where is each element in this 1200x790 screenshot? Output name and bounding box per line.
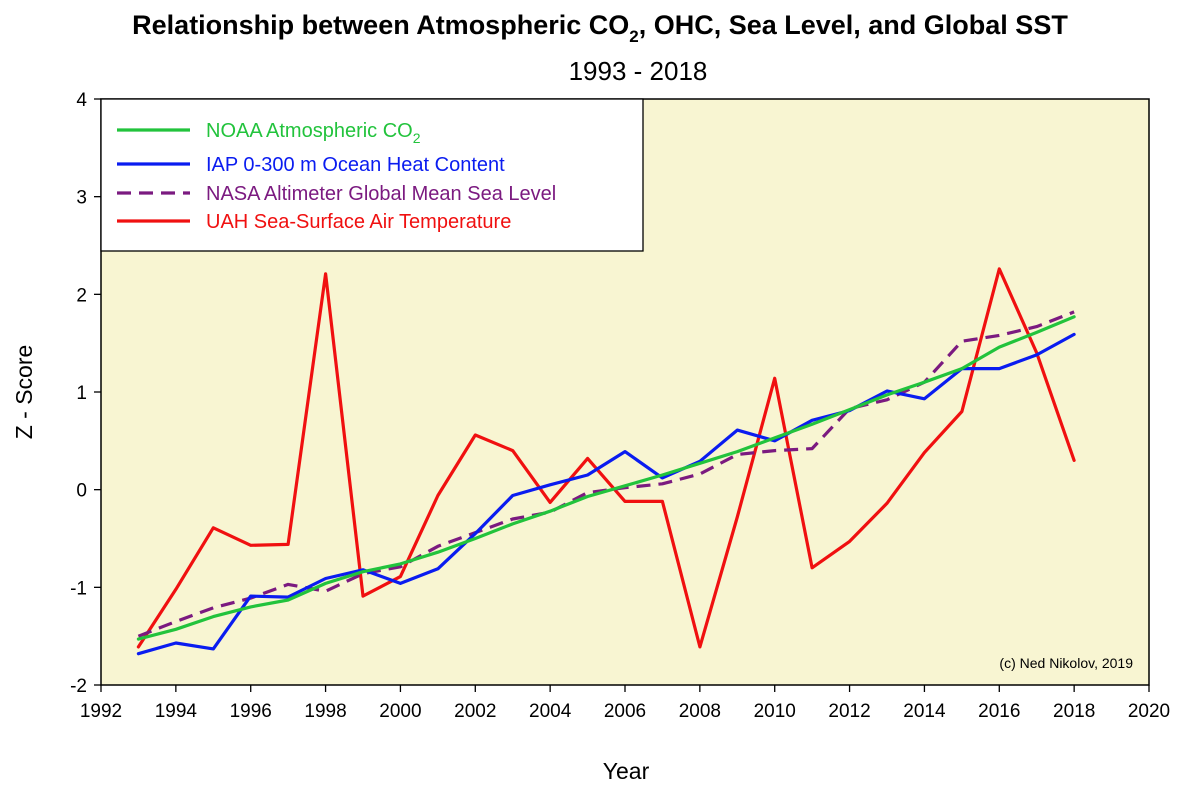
legend-label-text: IAP 0-300 m Ocean Heat Content [206, 154, 505, 176]
y-tick-label: 3 [76, 188, 87, 209]
chart-title: Relationship between Atmospheric CO2, OH… [132, 10, 1068, 46]
legend-label-0: NOAA Atmospheric CO2 [206, 120, 421, 146]
x-tick-label: 2008 [679, 701, 721, 722]
legend-label-text: UAH Sea-Surface Air Temperature [206, 211, 511, 233]
x-tick-label: 2004 [529, 701, 572, 722]
legend-label-2: NASA Altimeter Global Mean Sea Level [206, 183, 556, 205]
legend-box [100, 98, 644, 252]
x-tick-label: 1992 [80, 701, 122, 722]
chart-title-rest: , OHC, Sea Level, and Global SST [639, 10, 1069, 40]
x-tick-label: 2016 [978, 701, 1020, 722]
y-tick-label: 1 [76, 383, 87, 404]
series-line-3 [136, 267, 1076, 649]
y-tick-label: 0 [76, 481, 87, 502]
legend-label-subscript: 2 [413, 130, 421, 146]
x-tick-label: 2000 [379, 701, 421, 722]
y-tick-label: 2 [76, 285, 87, 306]
series-line-1 [136, 332, 1076, 656]
legend-label-3: UAH Sea-Surface Air Temperature [206, 211, 511, 233]
legend: NOAA Atmospheric CO2 IAP 0-300 m Ocean He… [100, 98, 644, 252]
series-line-0 [136, 315, 1076, 641]
y-tick-label: 4 [76, 90, 87, 111]
x-tick-label: 2012 [828, 701, 870, 722]
x-tick-label: 2002 [454, 701, 496, 722]
x-tick-label: 1994 [155, 701, 198, 722]
y-tick-label: -2 [70, 676, 87, 697]
chart-title-main: Relationship between Atmospheric CO [132, 10, 629, 40]
chart-title-subscript: 2 [629, 27, 638, 46]
y-axis: -2 -1 0 1 2 3 4 [70, 90, 101, 697]
y-axis-title: Z - Score [11, 345, 37, 440]
legend-label-text: NOAA Atmospheric CO [206, 120, 413, 142]
x-tick-label: 2014 [903, 701, 946, 722]
x-tick-label: 2018 [1053, 701, 1095, 722]
series-layer [136, 267, 1076, 656]
x-axis: 1992 1994 1996 1998 2000 2002 2004 2006 2008 2010… [80, 685, 1170, 722]
chart-subtitle: 1993 - 2018 [569, 56, 708, 86]
x-axis-title: Year [603, 758, 650, 784]
credit-text: (c) Ned Nikolov, 2019 [999, 655, 1133, 671]
x-tick-label: 1996 [230, 701, 272, 722]
x-tick-label: 2020 [1128, 701, 1170, 722]
x-tick-label: 2006 [604, 701, 646, 722]
legend-label-text: NASA Altimeter Global Mean Sea Level [206, 183, 556, 205]
legend-label-1: IAP 0-300 m Ocean Heat Content [206, 154, 505, 176]
x-tick-label: 2010 [754, 701, 796, 722]
x-tick-label: 1998 [304, 701, 346, 722]
y-tick-label: -1 [70, 578, 87, 599]
